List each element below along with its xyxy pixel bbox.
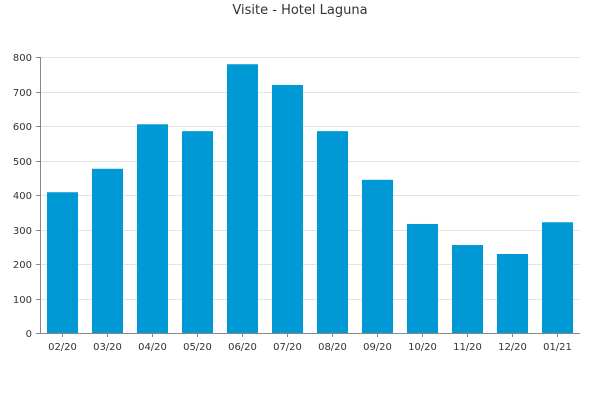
bar (271, 84, 304, 333)
bar (496, 254, 529, 333)
bar (226, 64, 259, 333)
gridlines (40, 57, 580, 300)
y-tick-label: 0 (26, 329, 32, 340)
bar (361, 179, 394, 333)
x-tick-label: 07/20 (273, 342, 302, 353)
y-tick-label: 500 (13, 157, 32, 168)
x-tick-label: 06/20 (228, 342, 257, 353)
axes (36, 57, 580, 337)
bar (451, 245, 484, 333)
bar (91, 168, 124, 333)
y-tick-label: 300 (13, 226, 32, 237)
x-tick-label: 04/20 (138, 342, 167, 353)
x-tick-label: 01/21 (543, 342, 572, 353)
x-tick-label: 09/20 (363, 342, 392, 353)
y-tick-label: 100 (13, 295, 32, 306)
x-tick-label: 05/20 (183, 342, 212, 353)
x-tick-label: 12/20 (498, 342, 527, 353)
bar (406, 223, 439, 333)
y-tick-label: 400 (13, 191, 32, 202)
x-tick-label: 03/20 (93, 342, 122, 353)
bar (46, 192, 79, 333)
bar (136, 124, 169, 333)
x-tick-label: 02/20 (48, 342, 77, 353)
y-tick-label: 700 (13, 88, 32, 99)
x-tick-label: 10/20 (408, 342, 437, 353)
y-tick-label: 200 (13, 260, 32, 271)
x-tick-label: 08/20 (318, 342, 347, 353)
x-tick-label: 11/20 (453, 342, 482, 353)
chart-title: Visite - Hotel Laguna (232, 3, 368, 18)
tick-labels: 0 100 200 300 400 500 600 700 800 02/20 03/20 04/20… (13, 53, 572, 353)
y-tick-label: 800 (13, 53, 32, 64)
bar (181, 131, 214, 333)
bar (316, 131, 349, 333)
bars (46, 64, 574, 333)
bar (541, 222, 574, 333)
y-tick-label: 600 (13, 122, 32, 133)
